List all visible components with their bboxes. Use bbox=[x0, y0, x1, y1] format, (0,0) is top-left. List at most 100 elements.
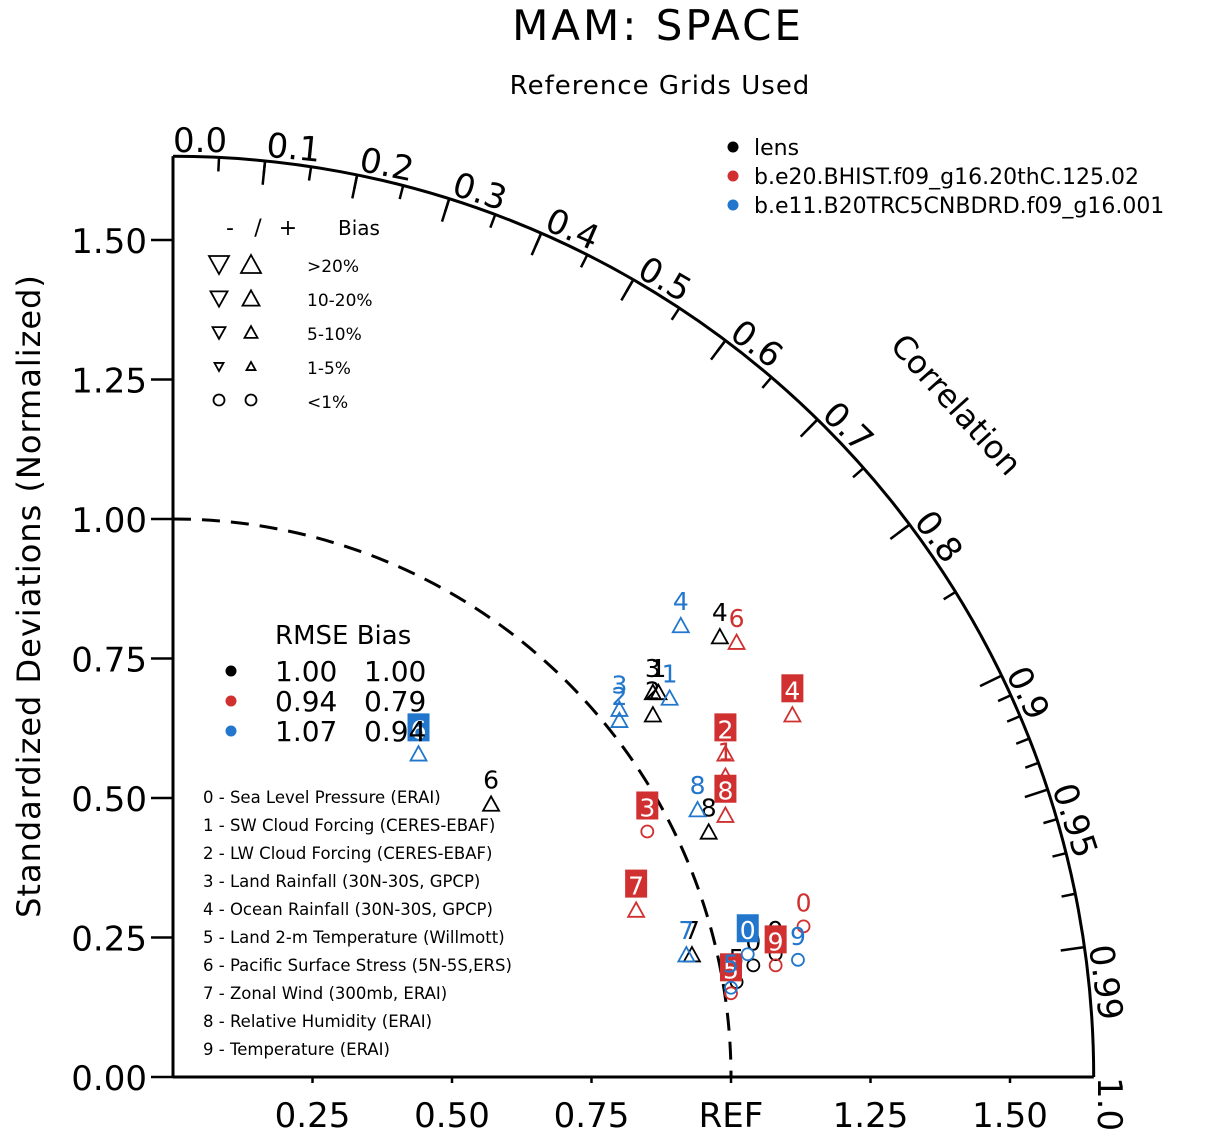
corr-tick bbox=[1043, 818, 1058, 825]
corr-tick bbox=[1006, 715, 1021, 723]
variable-list-item: 7 - Zonal Wind (300mb, ERAI) bbox=[203, 984, 447, 1003]
data-point-label: 4 bbox=[712, 598, 728, 627]
data-point-label: 4 bbox=[673, 587, 689, 616]
corr-major-tick bbox=[530, 232, 543, 256]
data-point: 9 bbox=[764, 925, 787, 973]
data-point-label: 2 bbox=[611, 682, 627, 711]
y-tick-label: 0.00 bbox=[71, 1059, 147, 1099]
data-point-marker bbox=[715, 744, 735, 762]
data-point-label: 5 bbox=[723, 955, 739, 984]
variable-list-item: 5 - Land 2-m Temperature (Willmott) bbox=[203, 928, 505, 947]
bias-key-range: <1% bbox=[307, 393, 348, 413]
rmse-table-swatch bbox=[225, 695, 237, 707]
corr-tick-label: 1.0 bbox=[1089, 1077, 1129, 1131]
corr-tick-label: 0.5 bbox=[631, 249, 698, 311]
bias-key-triangle-down bbox=[208, 290, 230, 309]
data-point-label-box bbox=[736, 914, 759, 943]
data-point-marker bbox=[687, 800, 708, 818]
data-point-marker bbox=[768, 958, 783, 973]
legend-label: lens bbox=[754, 136, 799, 161]
data-point-marker bbox=[699, 822, 719, 840]
bias-key-circle bbox=[244, 393, 258, 407]
data-point-label: 4 bbox=[784, 676, 800, 705]
data-point: 1 bbox=[660, 660, 680, 706]
y-tick-label: 0.50 bbox=[71, 780, 147, 820]
corr-tick bbox=[761, 376, 773, 389]
variable-list-item: 2 - LW Cloud Forcing (CERES-EBAF) bbox=[203, 844, 492, 863]
x-tick-label: 1.50 bbox=[972, 1096, 1048, 1135]
bias-key-slash: / bbox=[254, 216, 262, 241]
corr-tick bbox=[997, 694, 1012, 703]
corr-tick bbox=[307, 166, 313, 181]
corr-tick bbox=[852, 467, 865, 479]
data-point-marker bbox=[796, 919, 811, 934]
corr-tick bbox=[1024, 761, 1039, 769]
bias-key-triangle-up bbox=[239, 253, 263, 274]
data-point: 2 bbox=[643, 676, 663, 723]
data-point-label: 8 bbox=[690, 771, 706, 800]
corr-major-tick bbox=[979, 674, 1003, 688]
x-tick-label: 1.25 bbox=[833, 1096, 909, 1135]
data-point-marker bbox=[408, 744, 429, 762]
data-point-label: 5 bbox=[723, 950, 739, 979]
data-point: 2 bbox=[609, 682, 629, 728]
rmse-table-swatch bbox=[225, 665, 237, 677]
data-point-label: 9 bbox=[768, 927, 784, 956]
data-point-label: 3 bbox=[645, 654, 661, 683]
legend-swatch bbox=[727, 170, 739, 182]
variable-list-item: 1 - SW Cloud Forcing (CERES-EBAF) bbox=[203, 816, 495, 835]
bias-value: 0.79 bbox=[364, 685, 426, 718]
corr-major-tick bbox=[1024, 788, 1049, 799]
bias-key: - / + Bias >20% 10-20% 5-10% 1-5% <1% bbox=[207, 216, 380, 413]
variable-list-item: 4 - Ocean Rainfall (30N-30S, GPCP) bbox=[203, 900, 493, 919]
corr-tick bbox=[1052, 851, 1067, 858]
data-point-label: 9 bbox=[790, 922, 806, 951]
bias-key-range: 5-10% bbox=[307, 325, 362, 345]
corr-tick bbox=[943, 590, 957, 601]
data-point-marker bbox=[682, 945, 702, 963]
corr-major-tick bbox=[351, 174, 359, 199]
data-point: 8 bbox=[714, 774, 737, 823]
data-point-label-box bbox=[407, 713, 430, 742]
corr-tick bbox=[670, 307, 681, 321]
data-point-marker bbox=[746, 958, 761, 973]
corr-tick-label: 0.4 bbox=[539, 201, 605, 259]
data-point: 7 bbox=[625, 869, 648, 918]
data-point-marker bbox=[782, 705, 802, 723]
bias-key-triangle-down bbox=[210, 326, 228, 341]
data-point-label: 1 bbox=[651, 654, 667, 683]
corr-tick-label: 0.8 bbox=[906, 503, 970, 570]
rmse-table-swatch bbox=[225, 725, 237, 737]
corr-tick bbox=[489, 214, 497, 229]
legend: lens b.e20.BHIST.f09_g16.20thC.125.02 b.e1… bbox=[727, 136, 1164, 219]
outer-arc bbox=[172, 154, 1096, 1078]
corr-tick-label: 0.7 bbox=[814, 394, 881, 460]
corr-tick-label: 0.2 bbox=[356, 140, 417, 190]
bias-key-triangle-up bbox=[244, 360, 258, 371]
legend-label: b.e11.B20TRC5CNBDRD.f09_g16.001 bbox=[754, 194, 1164, 219]
corr-major-tick bbox=[1060, 945, 1085, 952]
data-point-label: 6 bbox=[411, 715, 427, 744]
data-point-marker bbox=[715, 805, 735, 823]
variable-list-item: 0 - Sea Level Pressure (ERAI) bbox=[203, 788, 441, 807]
bias-key-range: >20% bbox=[307, 257, 359, 277]
reference-arc bbox=[172, 517, 733, 1078]
data-point-marker bbox=[676, 945, 696, 963]
corr-tick-label: 0.0 bbox=[173, 121, 227, 161]
data-point: 0 bbox=[796, 888, 811, 934]
data-point-marker bbox=[643, 705, 663, 723]
data-point-marker bbox=[791, 952, 805, 967]
corr-tick-label: 0.3 bbox=[448, 165, 512, 219]
axes: 0.000.250.500.751.001.251.500.25 0.50 0.75… bbox=[71, 121, 1130, 1135]
corr-major-tick bbox=[620, 279, 635, 302]
corr-major-tick bbox=[710, 339, 727, 361]
rmse-table-header: RMSE Bias bbox=[275, 621, 411, 651]
bias-key-triangle-up bbox=[240, 288, 262, 307]
data-point-marker bbox=[710, 627, 730, 645]
data-point-marker bbox=[481, 794, 501, 812]
data-point-label: 0 bbox=[740, 916, 756, 945]
data-point-label-box bbox=[625, 869, 648, 898]
corr-tick-label: 0.99 bbox=[1080, 942, 1130, 1023]
bias-key-triangle-down bbox=[207, 255, 231, 276]
bias-key-range: 1-5% bbox=[307, 359, 351, 379]
